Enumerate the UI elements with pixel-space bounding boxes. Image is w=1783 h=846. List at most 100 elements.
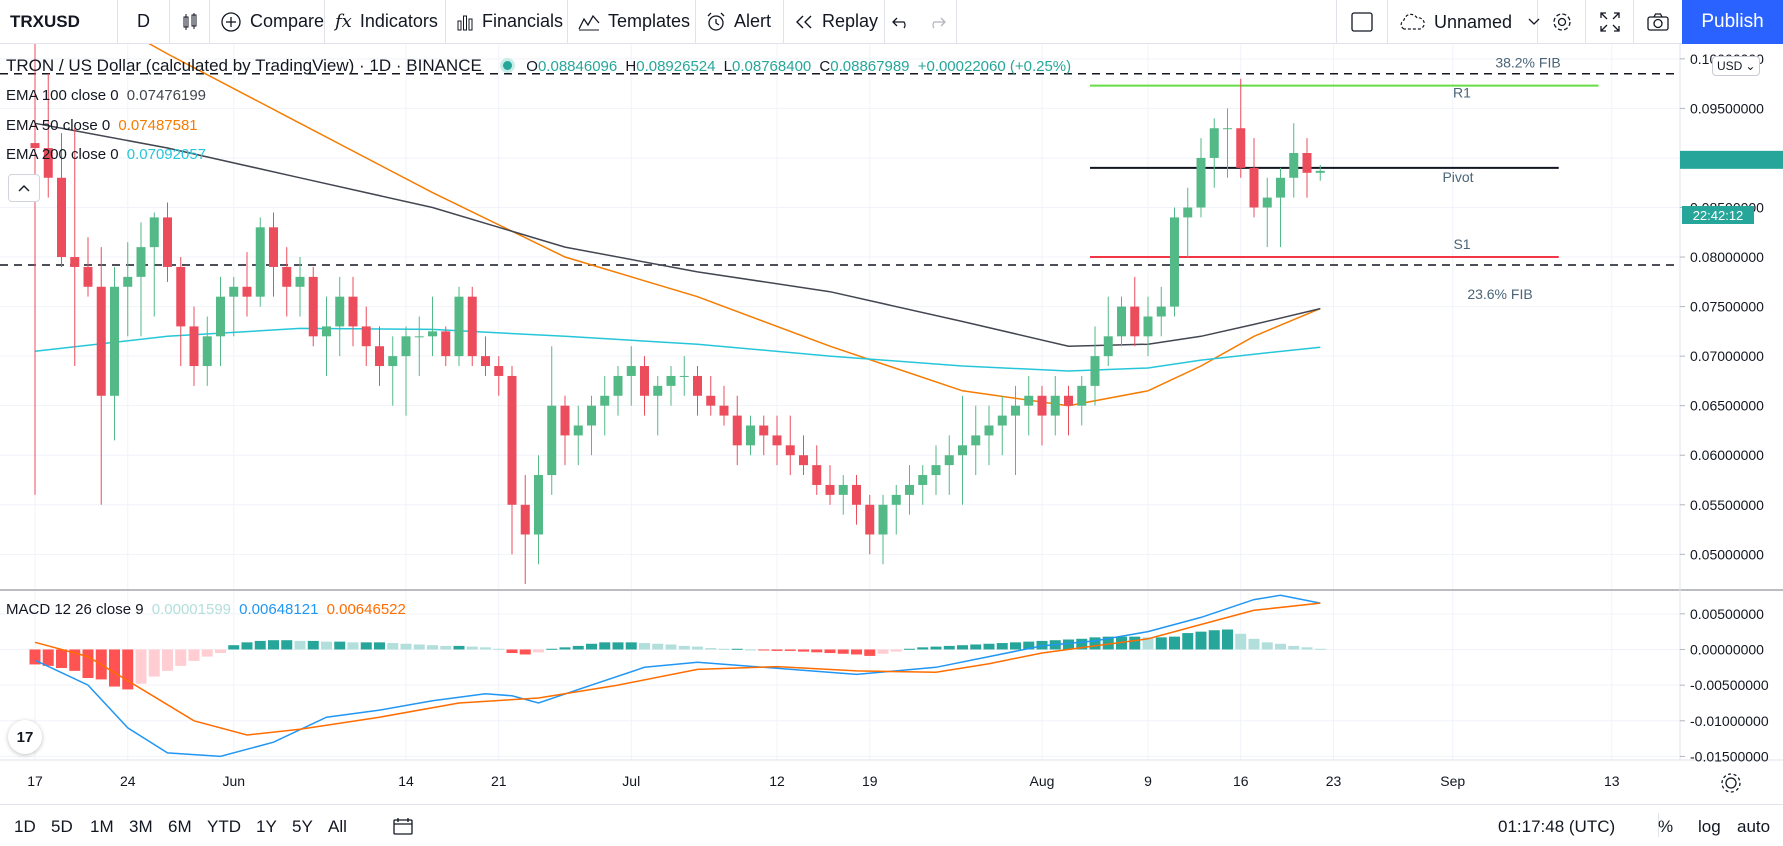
- templates-icon: [578, 13, 600, 31]
- macd-histogram-bar: [851, 649, 862, 655]
- macd-tick-label: -0.01000000: [1690, 713, 1769, 729]
- auto-toggle[interactable]: auto: [1737, 817, 1771, 836]
- candle-body: [176, 266, 186, 327]
- level-label: 23.6% FIB: [1467, 286, 1532, 302]
- legend-ema200[interactable]: EMA 200 close 0 0.07092057: [6, 146, 206, 163]
- candle-body: [388, 356, 398, 367]
- macd-histogram-bar: [904, 648, 915, 650]
- rewind-icon: [794, 14, 814, 30]
- candle-body: [640, 366, 649, 396]
- candle-body: [812, 465, 822, 485]
- redo-icon: [928, 15, 946, 29]
- fullscreen-button[interactable]: [1586, 0, 1634, 44]
- macd-histogram-bar: [559, 647, 571, 650]
- macd-histogram-bar: [294, 640, 306, 650]
- layout-name: Unnamed: [1434, 11, 1513, 32]
- macd-histogram-bar: [1275, 643, 1286, 650]
- alert-button[interactable]: Alert: [696, 0, 784, 44]
- macd-histogram-bar: [175, 649, 187, 666]
- macd-histogram-bar: [1182, 633, 1194, 650]
- undo-button[interactable]: [885, 0, 917, 44]
- legend-macd[interactable]: MACD 12 26 close 9 0.00001599 0.00648121…: [6, 601, 406, 618]
- chart-type-button[interactable]: [170, 0, 210, 44]
- redo-button[interactable]: [917, 0, 957, 44]
- candle-body: [1090, 356, 1100, 386]
- candle-body: [1170, 217, 1179, 307]
- range-3m[interactable]: 3M: [129, 817, 153, 836]
- price-tick-label: 0.08000000: [1690, 249, 1764, 265]
- axis-settings-icon[interactable]: [1721, 773, 1741, 793]
- macd-histogram-bar: [771, 649, 783, 651]
- collapse-legend-button[interactable]: [8, 174, 40, 202]
- indicators-button[interactable]: fx Indicators: [325, 0, 446, 44]
- publish-button[interactable]: Publish: [1682, 0, 1783, 44]
- high-value: 0.08926524: [636, 58, 716, 75]
- candle-body: [534, 475, 543, 535]
- compare-button[interactable]: Compare: [210, 0, 325, 44]
- candle-body: [229, 286, 239, 297]
- macd-histogram-bar: [241, 642, 253, 650]
- currency-label: USD: [1717, 59, 1743, 73]
- ema50-label: EMA 50 close 0: [6, 117, 111, 134]
- replay-button[interactable]: Replay: [784, 0, 885, 44]
- macd-histogram-bar: [321, 641, 332, 650]
- currency-dropdown[interactable]: USD ⌄: [1712, 56, 1761, 76]
- macd-histogram-bar: [1023, 641, 1035, 650]
- close-value: 0.08867989: [830, 58, 910, 75]
- range-6m[interactable]: 6M: [168, 817, 192, 836]
- templates-label: Templates: [608, 11, 691, 31]
- legend-ema100[interactable]: EMA 100 close 0 0.07476199: [6, 87, 206, 104]
- settings-button[interactable]: [1538, 0, 1586, 44]
- bar-countdown: 22:42:12: [1682, 206, 1754, 224]
- tradingview-logo-icon[interactable]: 17: [8, 720, 42, 754]
- fullscreen-icon: [1599, 12, 1620, 32]
- range-all[interactable]: All: [328, 817, 347, 836]
- macd-histogram-bar: [148, 649, 160, 677]
- clock[interactable]: 01:17:48 (UTC): [1498, 817, 1616, 836]
- candles-icon: [180, 12, 200, 32]
- candle-body: [1209, 128, 1219, 158]
- financials-button[interactable]: Financials: [446, 0, 568, 44]
- percent-toggle[interactable]: %: [1658, 817, 1674, 836]
- macd-histogram-bar: [1195, 631, 1207, 650]
- log-toggle[interactable]: log: [1698, 817, 1721, 836]
- chart-area[interactable]: 0.100000000.095000000.090000000.08500000…: [0, 44, 1783, 804]
- candle-body: [1103, 336, 1113, 357]
- symbol-search[interactable]: TRXUSD: [0, 0, 118, 44]
- interval-button[interactable]: D: [118, 0, 170, 44]
- macd-histogram-bar: [625, 642, 637, 650]
- time-tick-label: 21: [491, 773, 507, 789]
- templates-button[interactable]: Templates: [568, 0, 696, 44]
- fullscreen-select-button[interactable]: [1336, 0, 1388, 44]
- macd-histogram-bar: [784, 649, 796, 651]
- time-tick-label: 16: [1233, 773, 1249, 789]
- layout-button[interactable]: Unnamed: [1388, 0, 1540, 44]
- candle-body: [57, 177, 66, 258]
- price-tick-label: 0.06500000: [1690, 398, 1764, 414]
- range-ytd[interactable]: YTD: [207, 817, 241, 836]
- macd-histogram-bar: [533, 649, 544, 653]
- snapshot-button[interactable]: [1634, 0, 1682, 44]
- alert-label: Alert: [734, 11, 772, 31]
- macd-histogram-bar: [917, 647, 929, 650]
- legend-ema50[interactable]: EMA 50 close 0 0.07487581: [6, 117, 198, 134]
- range-1m[interactable]: 1M: [90, 817, 114, 836]
- macd-histogram-bar: [665, 644, 677, 650]
- price-tick-label: 0.09500000: [1690, 100, 1764, 116]
- macd-tick-label: -0.00500000: [1690, 677, 1769, 693]
- candle-body: [1196, 157, 1206, 208]
- candle-body: [441, 331, 451, 357]
- range-5d[interactable]: 5D: [51, 817, 73, 836]
- goto-date-button[interactable]: [392, 817, 414, 840]
- candle-body: [573, 425, 583, 436]
- range-1y[interactable]: 1Y: [256, 817, 277, 836]
- candle-body: [1302, 153, 1312, 173]
- macd-histogram-bar: [1222, 629, 1233, 650]
- range-5y[interactable]: 5Y: [292, 817, 313, 836]
- range-1d[interactable]: 1D: [14, 817, 36, 836]
- macd-histogram-bar: [599, 642, 611, 650]
- macd-histogram-bar: [996, 643, 1008, 650]
- candle-body: [1276, 177, 1285, 198]
- macd-histogram-bar: [943, 645, 955, 650]
- macd-histogram-bar: [678, 645, 690, 650]
